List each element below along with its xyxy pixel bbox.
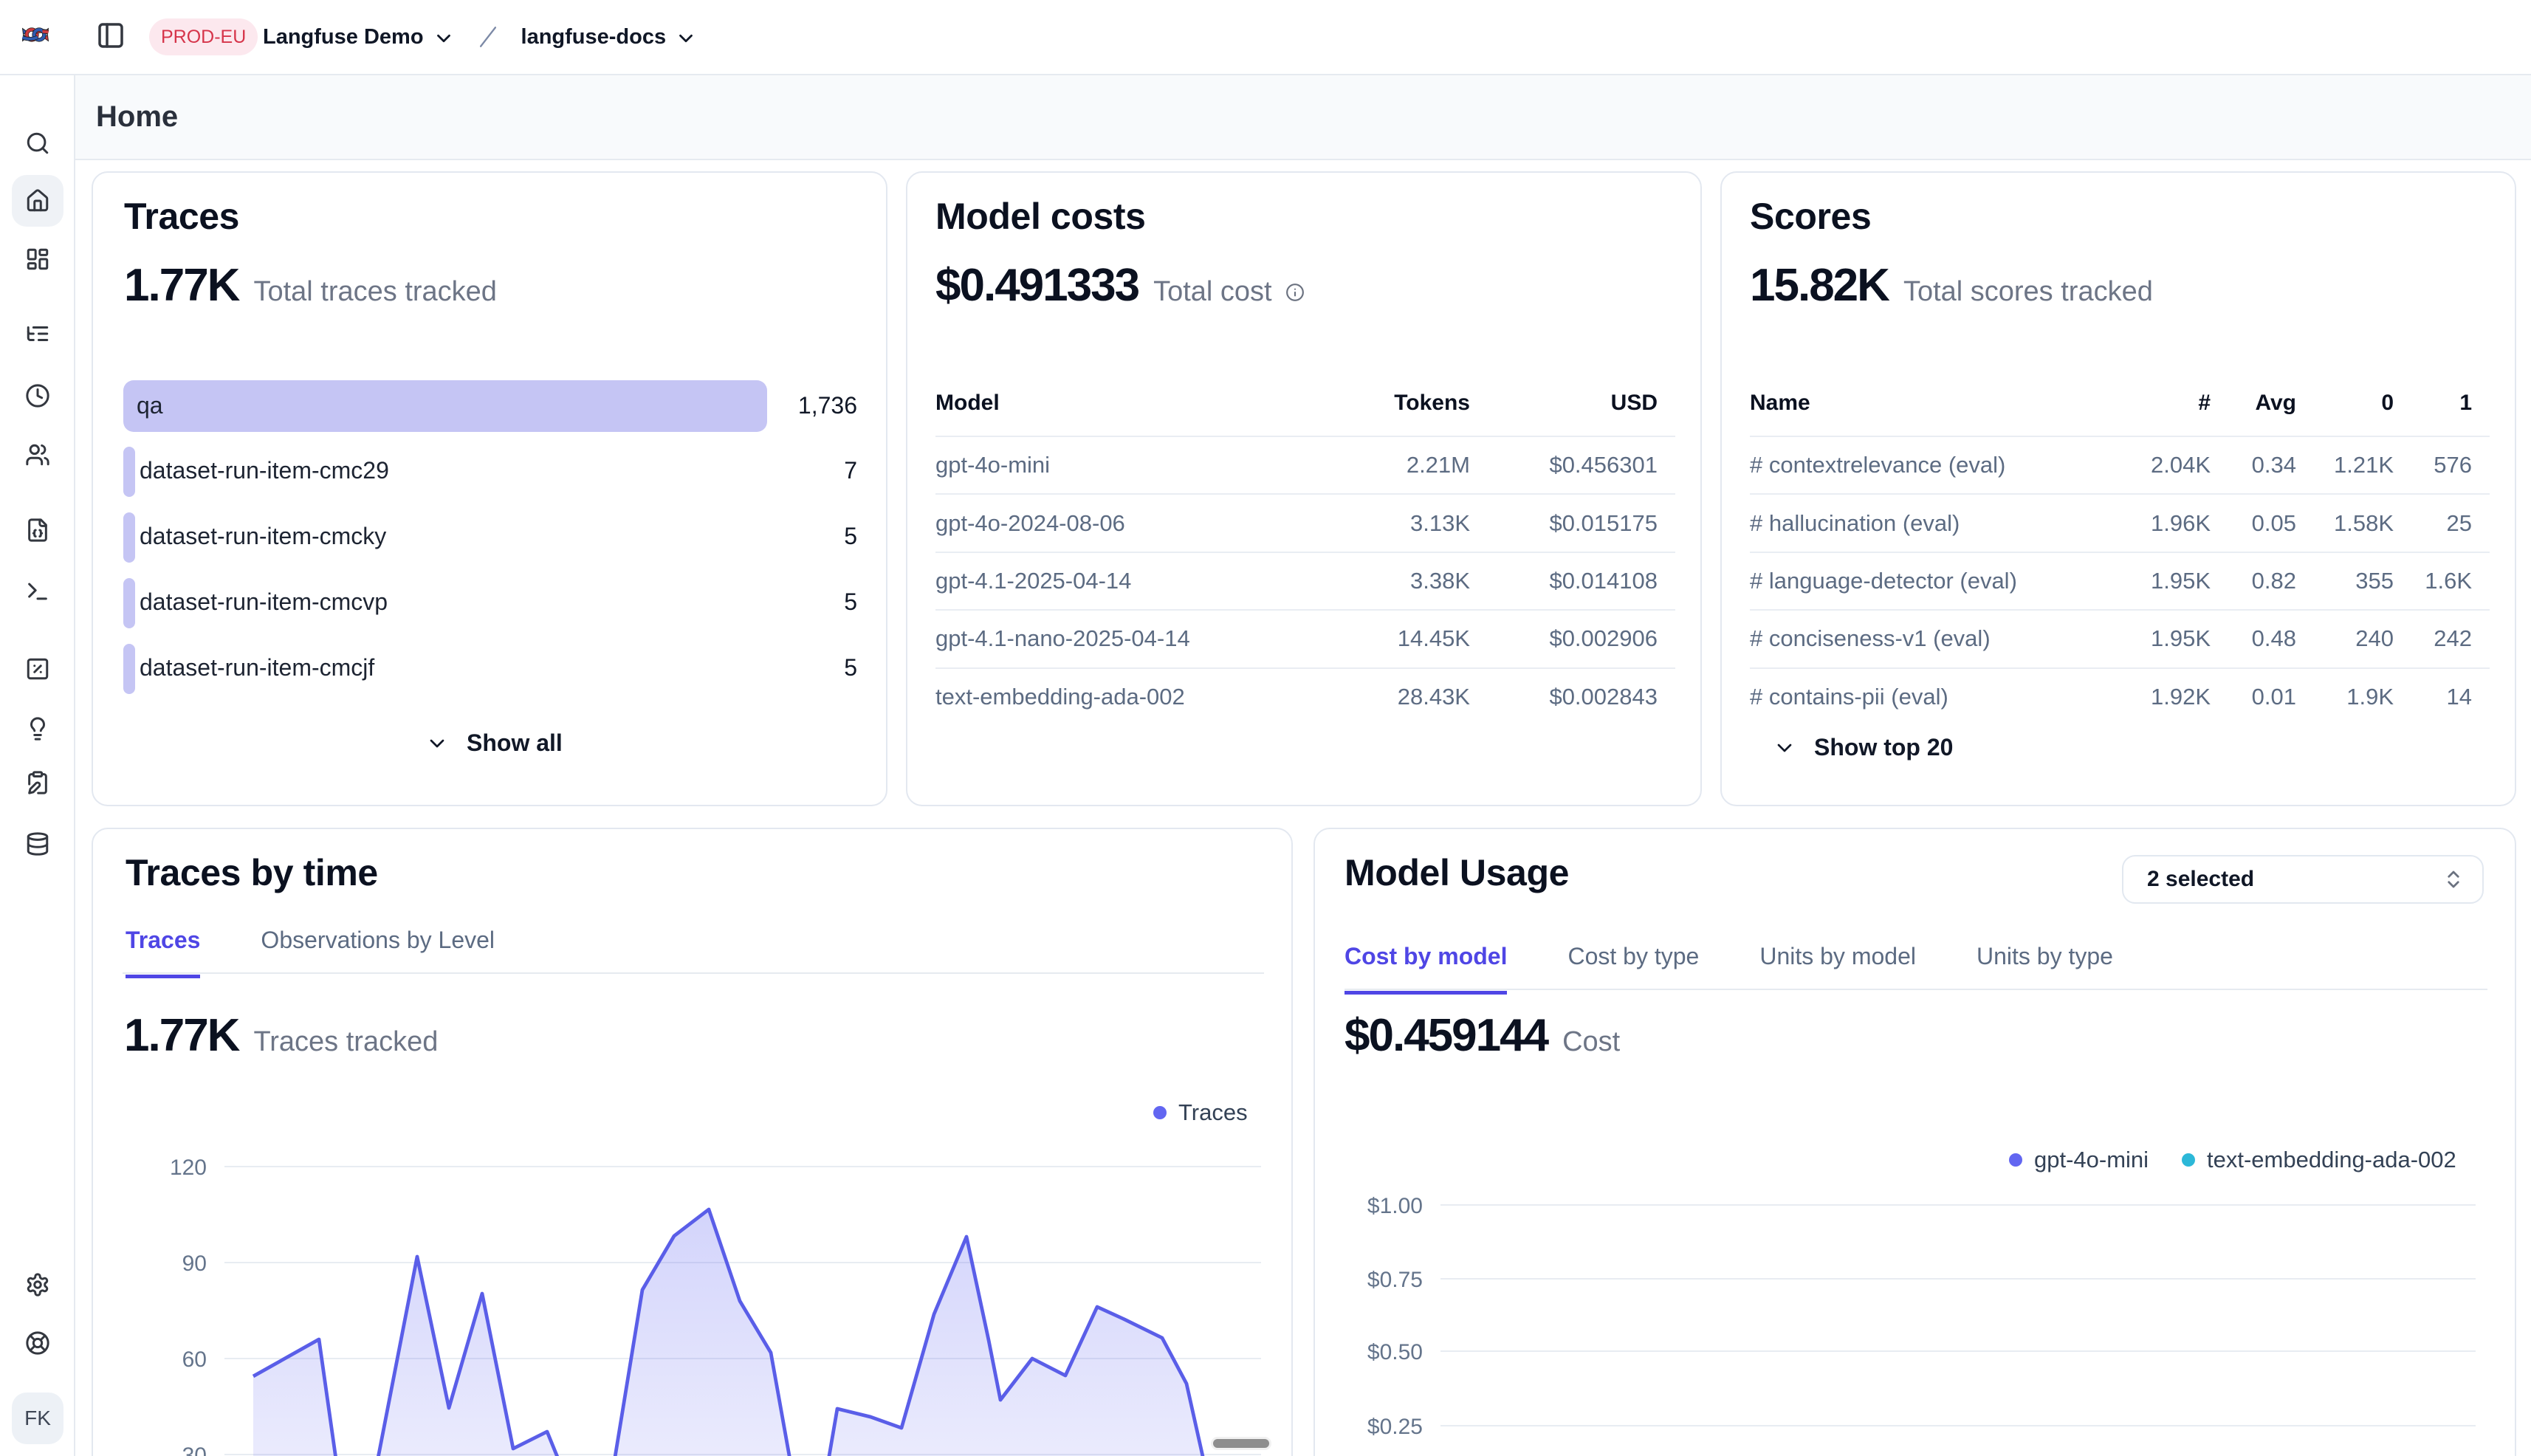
svg-text:$0.50: $0.50 xyxy=(1367,1340,1423,1364)
svg-text:$1.00: $1.00 xyxy=(1367,1194,1423,1218)
svg-text:90: 90 xyxy=(182,1251,207,1276)
svg-text:120: 120 xyxy=(170,1155,207,1180)
svg-text:30: 30 xyxy=(182,1443,207,1456)
svg-text:60: 60 xyxy=(182,1347,207,1372)
svg-text:$0.25: $0.25 xyxy=(1367,1415,1423,1439)
svg-text:$0.75: $0.75 xyxy=(1367,1268,1423,1292)
